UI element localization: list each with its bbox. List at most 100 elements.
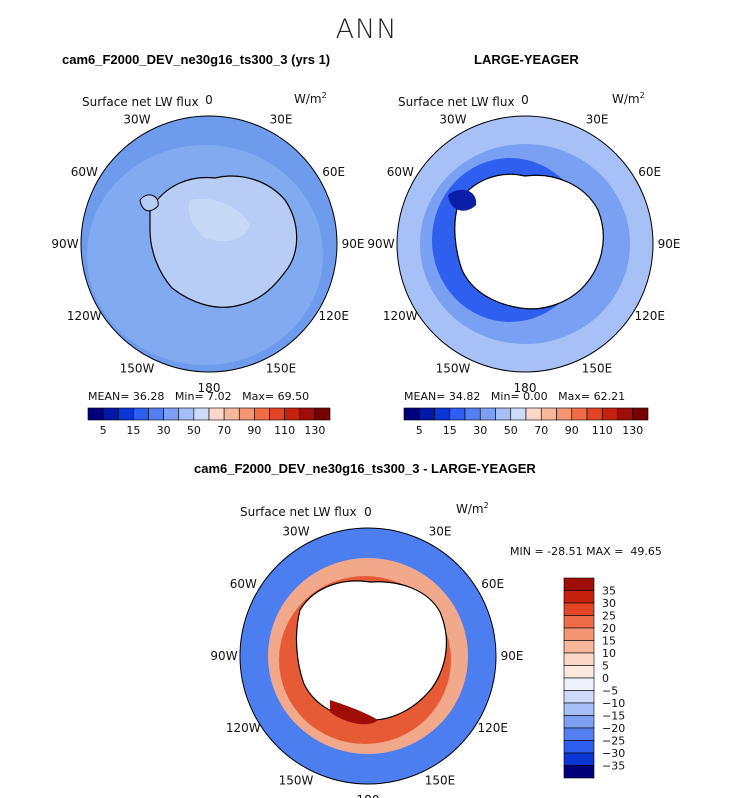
panel3-stats: MIN = -28.51 MAX = 49.65: [510, 545, 662, 558]
panel3-title: cam6_F2000_DEV_ne30g16_ts300_3 - LARGE-Y…: [194, 461, 536, 476]
panel1-colorbar-box: [148, 407, 164, 421]
panel3-lon-label: 30E: [429, 524, 452, 538]
panel1-colorbar-box: [102, 407, 119, 421]
panel3-lon-label: 0: [364, 505, 372, 519]
panel3-colorbar-tick: −35: [602, 760, 625, 773]
panel2-mean: 34.82: [448, 390, 481, 403]
panel3-colorbar-tick: −5: [602, 685, 618, 698]
panel3-colorbar-box: [563, 690, 595, 704]
panel1-colorbar-tick: 130: [304, 424, 325, 437]
panel2-colorbar-box: [434, 407, 451, 421]
panel3-lon-label: 30W: [282, 524, 309, 538]
panel3-colorbar-tick: 20: [602, 622, 616, 635]
panel1-lon-label: 150W: [120, 362, 155, 376]
panel3-lon-label: 180: [357, 793, 380, 798]
panel1-lon-label: 30E: [270, 112, 293, 126]
panel3-lon-label: 90W: [210, 649, 237, 663]
panel1-colorbar-tick: 50: [187, 424, 201, 437]
panel1-lon-label: 30W: [123, 112, 150, 126]
panel3-colorbar-box: [563, 727, 595, 741]
panel1-lon-label: 120W: [67, 309, 102, 323]
panel2-colorbar-box: [495, 407, 512, 421]
panel1-colorbar-box: [133, 407, 149, 421]
panel1-lon-labels: 0 30E 60E 90E 120E 150E 180 150W 120W 90W 60W 30W: [51, 93, 364, 395]
panel3-colorbar-box: [563, 677, 595, 691]
panel2-colorbar-tick: 90: [565, 424, 579, 437]
panel2-map: [396, 115, 654, 373]
panel2-variable: Surface net LW flux: [398, 95, 515, 109]
panel1-lon-label: 120E: [318, 309, 349, 323]
panel2-lon-label: 0: [521, 93, 529, 107]
panel1-lon-label: 90E: [342, 237, 365, 251]
panel2-colorbar-tick: 30: [473, 424, 487, 437]
panel3-colorbar-box: [563, 752, 595, 766]
panel1-colorbar-box: [208, 407, 225, 421]
panel1-stats: MEAN= 36.28 Min= 7.02 Max= 69.50: [88, 390, 310, 403]
panel2-colorbar-box: [418, 407, 435, 421]
panel2-colorbar-box: [540, 407, 557, 421]
panel3-colorbar-box: [563, 740, 595, 754]
panel2-colorbar-box: [586, 407, 603, 421]
panel1-colorbar-box: [117, 407, 134, 421]
panel2-colorbar-box: [449, 407, 466, 421]
panel1-lon-label: 0: [205, 93, 213, 107]
panel2-colorbar-tick: 110: [592, 424, 613, 437]
panel2-lon-label: 30E: [586, 112, 609, 126]
panel3-units: W/m2: [456, 501, 489, 516]
panel1-lon-label: 150E: [266, 362, 297, 376]
panel2-lon-label: 120W: [383, 309, 418, 323]
panel2-units: W/m2: [612, 91, 645, 106]
panel3-colorbar-tick: 15: [602, 635, 616, 648]
panel2-weddell: [448, 189, 477, 211]
panel3-variable: Surface net LW flux: [240, 505, 357, 519]
panel3-colorbar-tick: −10: [602, 697, 625, 710]
panel1-colorbar-box: [163, 407, 180, 421]
panel1-colorbar-tick: 15: [126, 424, 140, 437]
panel1-variable: Surface net LW flux: [82, 95, 199, 109]
panel1-min: 7.02: [207, 390, 232, 403]
panel2-border: [396, 115, 654, 373]
panel2-colorbar: 5 15 30 50 70 90 110 130: [403, 407, 649, 437]
panel3-lon-label: 120W: [226, 721, 261, 735]
panel3-lon-label: 60E: [481, 577, 504, 591]
panel3-colorbar-tick: −25: [602, 735, 625, 748]
panel2-colorbar-box: [632, 407, 649, 421]
panel2-min: 0.00: [523, 390, 548, 403]
panel2-colorbar-box: [510, 407, 527, 421]
panel1-peninsula: [139, 194, 159, 212]
main-title: ANN: [335, 14, 398, 45]
panel3-colorbar-tick: 25: [602, 610, 616, 623]
panel2-stats: MEAN= 34.82 Min= 0.00 Max= 62.21: [404, 390, 626, 403]
panel3-colorbar-box: [563, 602, 595, 616]
panel3-colorbar-tick: −30: [602, 747, 625, 760]
panel2-colorbar-box: [601, 407, 618, 421]
panel3-colorbar-tick: −15: [602, 710, 625, 723]
panel3-colorbar-box: [563, 577, 595, 591]
panel3-colorbar-box: [563, 665, 595, 679]
panel1-colorbar-tick: 110: [274, 424, 295, 437]
panel1-colorbar-box: [254, 407, 270, 421]
panel1-colorbar-tick: 70: [217, 424, 231, 437]
panel2-lon-label: 90E: [658, 237, 681, 251]
panel1-units: W/m2: [294, 91, 327, 106]
panel1-plateau: [188, 198, 250, 242]
panel1-colorbar-box: [314, 407, 331, 421]
panel2-lon-label: 30W: [439, 112, 466, 126]
panel3-colorbar-tick: 0: [602, 672, 609, 685]
panel2-lon-label: 60E: [638, 165, 661, 179]
panel2-colorbar-box: [403, 407, 420, 421]
panel3-lon-label: 60W: [230, 577, 257, 591]
panel2-antarctica: [454, 173, 604, 310]
panel3-map: [239, 527, 497, 785]
panel3-antarctica: [295, 580, 447, 721]
panel3-colorbar-tick: 5: [602, 660, 609, 673]
panel2-colorbar-tick: 50: [504, 424, 518, 437]
panel3-colorbar-box: [563, 590, 595, 604]
panel2-colorbar-tick: 5: [416, 424, 423, 437]
panel2-colorbar-tick: 70: [534, 424, 548, 437]
panel1-max: 69.50: [277, 390, 310, 403]
panel3-border: [239, 527, 497, 785]
panel3-colorbar-box: [563, 640, 595, 654]
panel2-colorbar-box: [464, 407, 481, 421]
